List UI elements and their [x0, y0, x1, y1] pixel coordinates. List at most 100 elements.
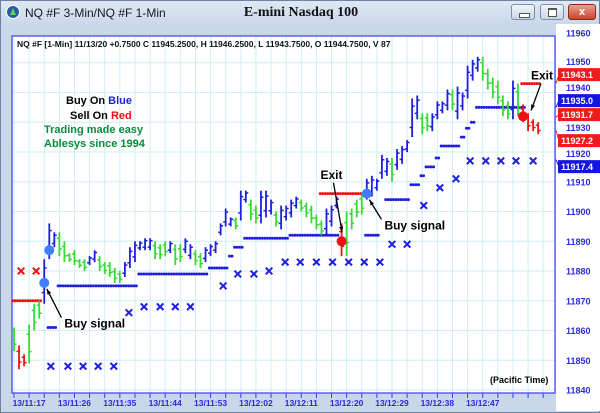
stop-dot: [28, 299, 32, 303]
price-bar: [248, 199, 254, 221]
stop-dot: [492, 105, 496, 109]
price-bar: [449, 89, 455, 111]
stop-dot: [464, 126, 468, 130]
stop-dot: [26, 299, 30, 303]
stop-dot: [280, 236, 284, 240]
close-button[interactable]: x: [568, 4, 596, 20]
stop-dot: [175, 272, 179, 276]
stop-dot: [124, 284, 128, 288]
stop-dot: [225, 266, 229, 270]
stop-dot: [79, 284, 83, 288]
stop-dot: [449, 144, 453, 148]
price-bar: [187, 244, 193, 260]
plot-frame: [11, 35, 556, 394]
stop-dot: [76, 284, 80, 288]
price-bar: [293, 196, 299, 209]
stop-dot: [409, 183, 413, 187]
price-bar: [485, 68, 491, 90]
stop-dot: [288, 233, 292, 237]
stop-dot: [268, 236, 272, 240]
maximize-button[interactable]: [540, 4, 564, 20]
x-marker-icon: [265, 266, 274, 276]
x-marker-icon: [79, 362, 88, 371]
stop-dot: [132, 284, 136, 288]
stop-dot: [366, 233, 370, 237]
x-marker-icon: [511, 156, 520, 165]
price-bar: [253, 205, 259, 224]
price-bar: [344, 211, 350, 257]
price-bar: [61, 241, 67, 263]
price-bar: [36, 300, 42, 319]
x-marker-icon: [360, 258, 369, 267]
stop-dot: [406, 198, 410, 202]
stop-dot: [487, 105, 491, 109]
stop-dot: [11, 299, 15, 303]
price-tag: [558, 134, 600, 148]
price-bar: [263, 190, 269, 218]
stop-dot: [16, 299, 20, 303]
stop-dot: [195, 272, 199, 276]
price-bar: [117, 271, 123, 283]
stop-dot: [177, 272, 181, 276]
stop-dot: [452, 144, 456, 148]
price-axis-label: 11940: [566, 83, 591, 93]
price-bar: [258, 190, 264, 224]
stop-dot: [235, 245, 239, 249]
price-bar: [132, 241, 138, 263]
price-bar: [414, 95, 420, 120]
stop-dot: [18, 299, 22, 303]
price-axis-label: 11960: [566, 29, 591, 39]
price-axis-label: 11890: [566, 237, 591, 247]
price-bar: [510, 80, 516, 120]
stop-dot: [112, 284, 116, 288]
minimize-button[interactable]: [511, 4, 535, 20]
stop-dot: [376, 233, 380, 237]
stop-dot: [81, 284, 85, 288]
x-marker-icon: [296, 258, 305, 267]
stop-dot: [384, 198, 388, 202]
x-marker-icon: [481, 156, 490, 165]
buy-signal-dot: [44, 245, 55, 256]
stop-dot: [336, 192, 340, 196]
timezone-label: (Pacific Time): [490, 375, 549, 385]
arrowhead-icon: [369, 199, 375, 206]
price-bar: [455, 86, 461, 120]
price-bar: [530, 119, 536, 132]
exit-signal-dot: [518, 111, 529, 122]
x-marker-icon: [312, 258, 321, 267]
price-bar: [384, 157, 390, 176]
price-bar: [11, 327, 17, 352]
time-axis-label: 13/11:44: [149, 398, 182, 408]
stop-dot: [343, 192, 347, 196]
price-bar: [66, 253, 72, 263]
stop-dot: [270, 236, 274, 240]
stop-dot: [296, 233, 300, 237]
price-bar: [208, 244, 214, 257]
stop-dot: [417, 183, 420, 187]
price-bar: [71, 250, 77, 266]
price-bar: [82, 259, 88, 271]
price-axis-label: 11840: [566, 386, 591, 396]
stop-dot: [66, 284, 70, 288]
price-bar: [228, 217, 234, 227]
app-logo-icon: [6, 5, 20, 19]
stop-dot: [94, 284, 98, 288]
x-marker-icon: [387, 240, 397, 249]
stop-dot: [59, 284, 63, 288]
price-bar: [203, 247, 209, 263]
stop-dot: [480, 105, 484, 109]
stop-dot: [459, 135, 463, 139]
price-bar: [480, 56, 486, 81]
stop-dot: [427, 165, 431, 169]
stop-dot: [467, 126, 471, 130]
price-bar: [182, 238, 188, 254]
price-bar: [470, 59, 476, 81]
price-bar: [349, 208, 355, 230]
stop-dot: [303, 233, 307, 237]
stop-dot: [129, 284, 133, 288]
stop-dot: [119, 284, 123, 288]
annotation-label: Buy signal: [384, 218, 445, 232]
stop-dot: [122, 284, 126, 288]
stop-dot: [102, 284, 106, 288]
